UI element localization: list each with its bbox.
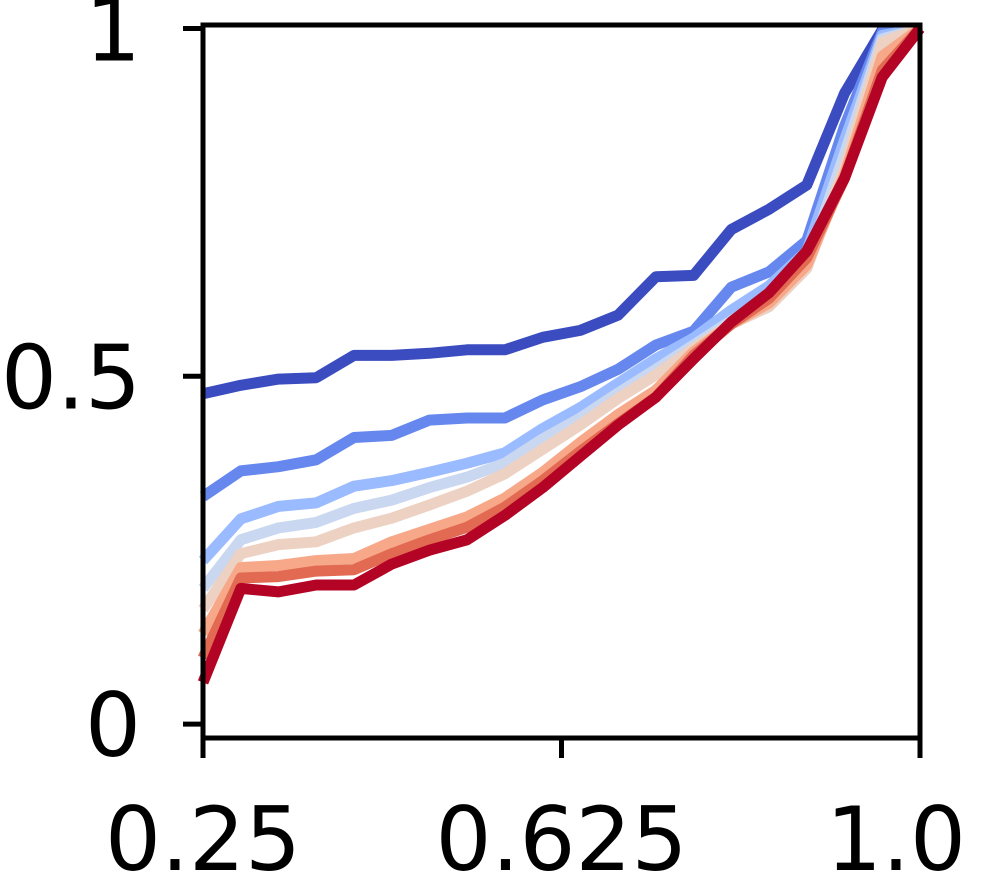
x-tick-label: 0.625 [436, 788, 688, 889]
y-tick-label: 0.5 [1, 326, 141, 429]
series-line-3 [198, 23, 921, 565]
series-line-8 [197, 25, 925, 685]
y-tick-label: 1 [85, 0, 141, 81]
x-tick-label: 1.0 [826, 788, 966, 889]
x-tick-label: 0.25 [105, 788, 301, 889]
y-axis: 00.51 [1, 0, 203, 777]
series-line-2 [199, 23, 921, 502]
x-axis: 0.25 0.625 1.0 [105, 738, 966, 889]
y-tick-label: 0 [85, 674, 141, 777]
series-line-1 [201, 23, 921, 400]
series-lines [197, 23, 925, 685]
